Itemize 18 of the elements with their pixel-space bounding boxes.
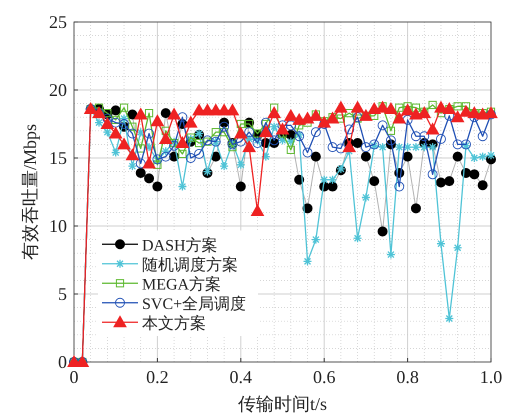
y-tick-label: 15 — [49, 148, 67, 168]
legend-label: 随机调度方案 — [142, 256, 238, 274]
y-tick-label: 0 — [58, 352, 67, 372]
x-tick-label: 0.2 — [146, 367, 169, 387]
x-tick-label: 0.6 — [312, 367, 336, 387]
y-tick-label: 25 — [49, 12, 67, 32]
x-axis-title: 传输时间t/s — [238, 394, 328, 414]
x-tick-label: 0.8 — [396, 367, 419, 387]
legend-label: DASH方案 — [142, 236, 218, 254]
y-tick-label: 10 — [49, 216, 67, 236]
y-tick-label: 5 — [58, 284, 67, 304]
y-axis-title: 有效吞吐量/Mbps — [20, 124, 40, 260]
y-tick-label: 20 — [49, 80, 67, 100]
x-tick-label: 0.4 — [230, 367, 252, 387]
legend-label: MEGA方案 — [142, 275, 222, 294]
legend-label: 本文方案 — [142, 314, 206, 332]
legend-label: SVC+全局调度 — [142, 294, 246, 313]
x-tick-label: 1.0 — [480, 367, 502, 387]
